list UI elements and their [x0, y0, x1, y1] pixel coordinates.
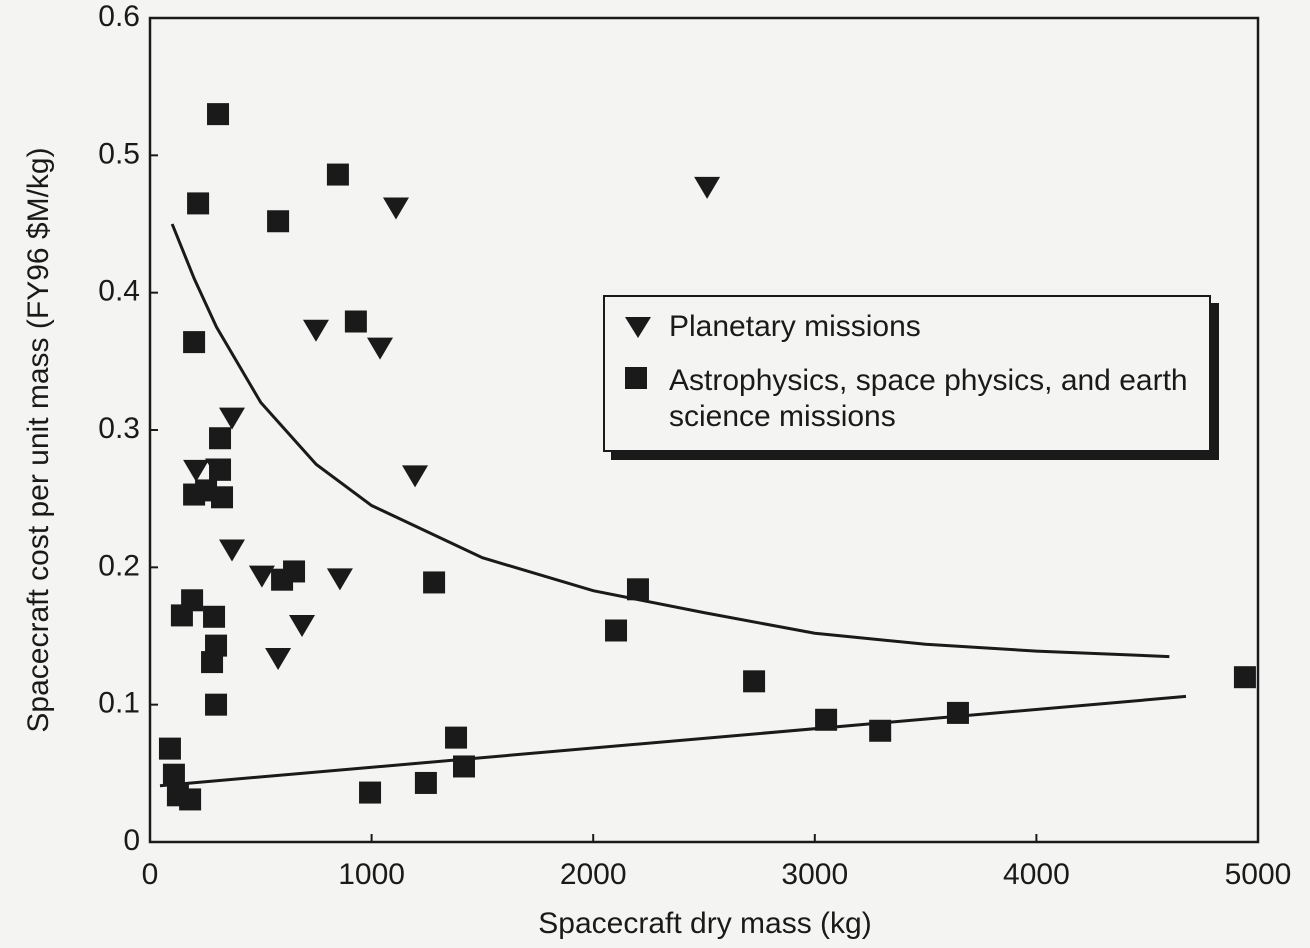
square-point: [209, 427, 232, 450]
x-tick-label: 1000: [338, 858, 405, 891]
triangle-point: [402, 465, 429, 488]
y-tick-label: 0.3: [98, 412, 140, 445]
square-point: [183, 331, 206, 354]
square-point: [158, 737, 181, 760]
y-tick-label: 0.6: [98, 0, 140, 33]
square-point: [162, 763, 185, 786]
square-point: [815, 708, 838, 731]
y-tick-label: 0.5: [98, 137, 140, 170]
y-tick-label: 0.2: [98, 549, 140, 582]
square-point: [283, 560, 306, 583]
triangle-point: [265, 647, 292, 670]
square-point: [445, 726, 468, 749]
y-axis-label: Spacecraft cost per unit mass (FY96 $M/k…: [22, 147, 55, 732]
square-point: [869, 719, 892, 742]
square-point: [203, 605, 226, 628]
y-tick-label: 0.4: [98, 275, 140, 308]
y-tick-label: 0.1: [98, 687, 140, 720]
triangle-point: [694, 176, 721, 199]
square-point: [179, 788, 202, 811]
square-point: [423, 571, 446, 594]
legend-marker: [625, 367, 647, 389]
square-point: [359, 781, 382, 804]
x-tick-label: 2000: [560, 858, 627, 891]
square-point: [1233, 666, 1256, 689]
square-point: [626, 578, 649, 601]
square-point: [205, 693, 228, 716]
square-point: [344, 310, 367, 333]
x-tick-label: 0: [142, 858, 159, 891]
legend-label: Planetary missions: [669, 310, 921, 343]
x-axis-label: Spacecraft dry mass (kg): [538, 907, 871, 940]
triangle-point: [382, 197, 409, 220]
trend-line: [159, 694, 1187, 788]
square-point: [207, 103, 230, 126]
square-point: [326, 163, 349, 186]
square-point: [170, 604, 193, 627]
triangle-point: [367, 337, 394, 360]
legend-marker: [625, 317, 651, 338]
square-point: [195, 479, 218, 502]
square-point: [187, 192, 210, 215]
square-point: [946, 701, 969, 724]
x-tick-label: 4000: [1003, 858, 1070, 891]
triangle-point: [248, 565, 275, 588]
triangle-point: [289, 615, 316, 638]
x-tick-label: 3000: [781, 858, 848, 891]
triangle-point: [326, 568, 353, 591]
square-point: [267, 210, 290, 233]
triangle-point: [218, 539, 245, 562]
trend-line: [170, 223, 1170, 659]
square-point: [605, 619, 628, 642]
square-point: [414, 771, 437, 794]
square-point: [743, 670, 766, 693]
square-point: [209, 458, 232, 481]
square-point: [201, 651, 224, 674]
legend-label: Astrophysics, space physics, and earth s…: [669, 364, 1188, 433]
x-tick-label: 5000: [1225, 858, 1292, 891]
y-tick-label: 0: [123, 824, 140, 857]
triangle-point: [218, 407, 245, 430]
triangle-point: [302, 319, 329, 342]
legend: Planetary missions Astrophysics, space p…: [603, 295, 1211, 452]
triangle-point: [183, 459, 210, 482]
